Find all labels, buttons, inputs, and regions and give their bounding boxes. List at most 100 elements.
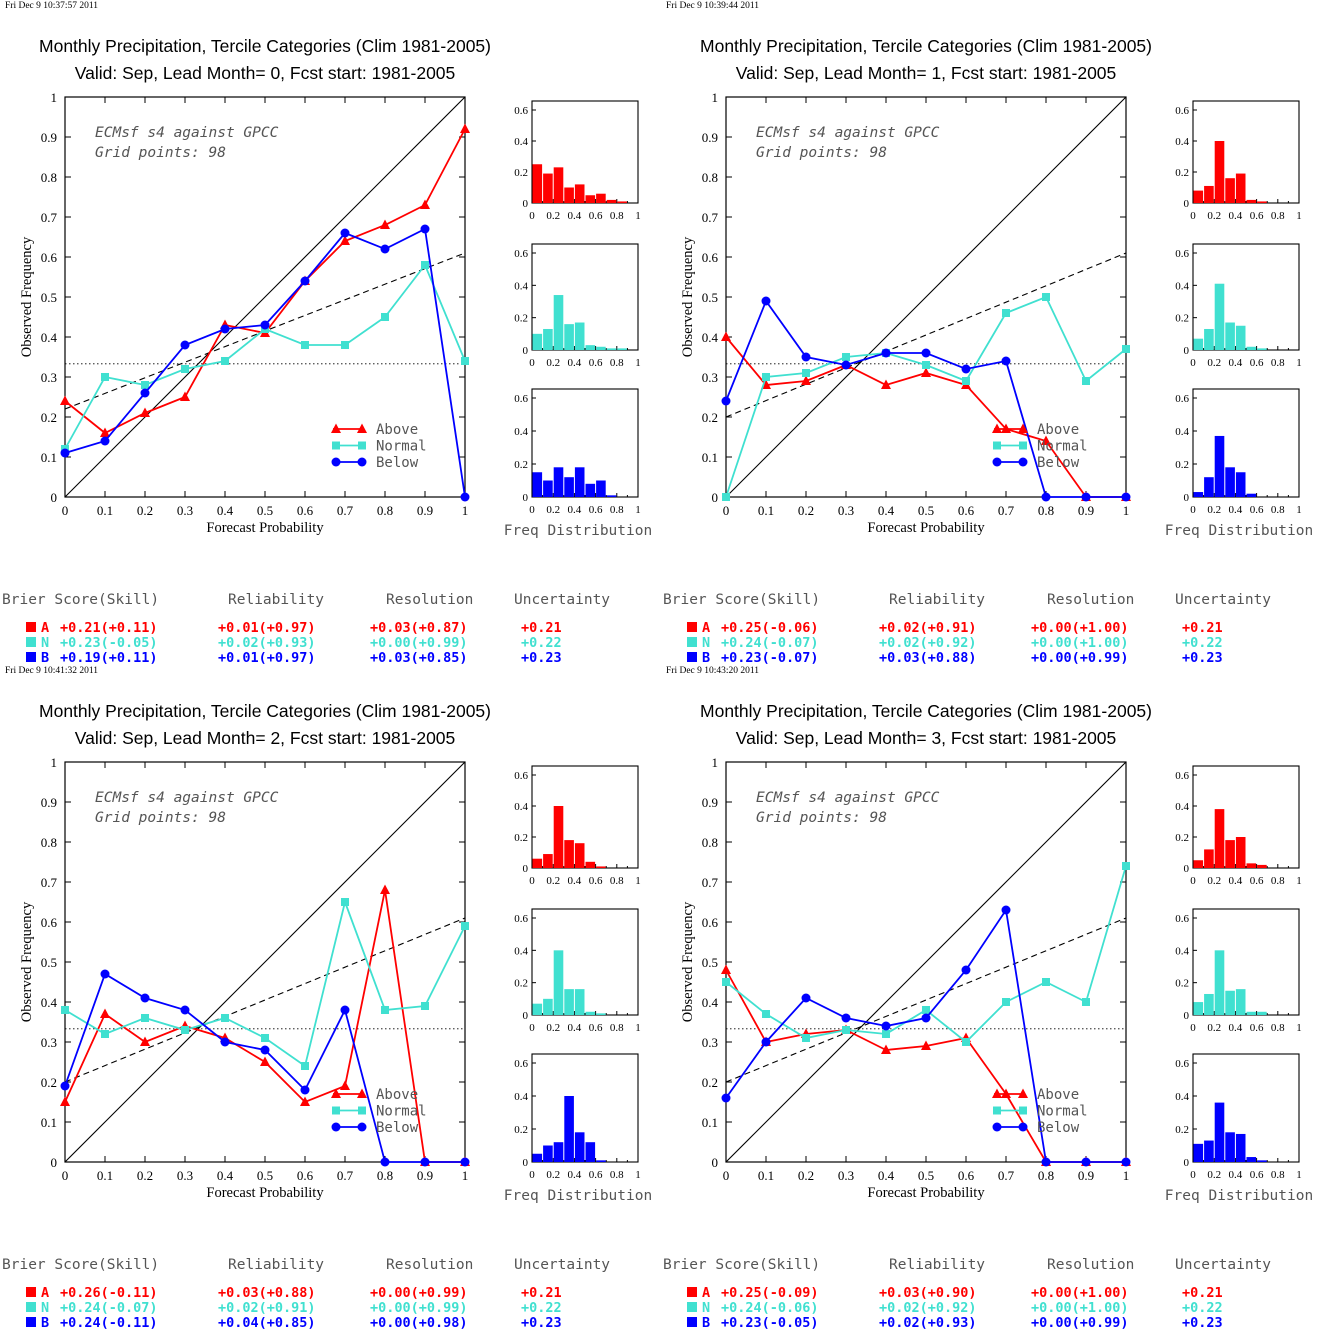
hist-y-tick-label: 0.4 bbox=[1175, 801, 1189, 813]
hist-y-tick-label: 0.6 bbox=[1175, 913, 1189, 925]
data-point bbox=[761, 1037, 771, 1047]
hist-x-tick-label: 0.8 bbox=[1271, 1169, 1285, 1181]
series-above bbox=[60, 123, 470, 437]
y-tick-label: 0.3 bbox=[702, 1035, 718, 1050]
hist-x-tick-label: 0.2 bbox=[546, 210, 560, 222]
hist-bar bbox=[1214, 809, 1225, 868]
hist-x-tick-label: 0.6 bbox=[589, 357, 603, 369]
score-uncertainty: +0.21 bbox=[521, 1285, 562, 1301]
hist-y-tick-label: 0 bbox=[523, 1010, 529, 1022]
legend-marker bbox=[331, 1122, 341, 1132]
data-point bbox=[721, 1093, 731, 1103]
data-point bbox=[722, 493, 730, 501]
reliability-plot: 00 0.1 0.1 0.2 0.2 0.3 0.3 0.4 0.4 0.5 0.5 0.6 0.6 0.… bbox=[680, 90, 1131, 536]
x-tick-label: 0.5 bbox=[257, 1168, 273, 1183]
hist-y-tick-label: 0.6 bbox=[1175, 1058, 1189, 1070]
score-header-2: Resolution bbox=[1047, 592, 1134, 608]
data-point bbox=[1082, 377, 1090, 385]
hist-bar bbox=[1257, 864, 1267, 868]
hist-x-tick-label: 0.8 bbox=[610, 504, 624, 516]
score-uncertainty: +0.21 bbox=[521, 620, 562, 636]
score-reliability: +0.03(+0.88) bbox=[879, 650, 977, 666]
hist-bar bbox=[574, 843, 585, 868]
data-point bbox=[1042, 978, 1050, 986]
x-tick-label: 0.4 bbox=[217, 503, 234, 518]
hist-y-tick-label: 0 bbox=[1184, 345, 1190, 357]
score-swatch bbox=[26, 1302, 36, 1312]
score-letter: N bbox=[41, 635, 49, 651]
data-point bbox=[881, 1021, 891, 1031]
legend-marker bbox=[992, 1088, 1002, 1098]
data-point bbox=[380, 884, 390, 894]
score-reliability: +0.04(+0.85) bbox=[218, 1315, 316, 1329]
hist-x-tick-label: 0 bbox=[1190, 875, 1196, 887]
score-resolution: +0.00(+0.99) bbox=[1031, 650, 1129, 666]
data-point bbox=[220, 1037, 230, 1047]
x-tick-label: 0.8 bbox=[1038, 1168, 1054, 1183]
chart-title: Monthly Precipitation, Tercile Categorie… bbox=[39, 701, 491, 721]
y-tick-label: 0.3 bbox=[702, 370, 718, 385]
data-point bbox=[101, 1030, 109, 1038]
y-tick-label: 0.4 bbox=[702, 330, 719, 345]
hist-x-tick-label: 0 bbox=[1190, 357, 1196, 369]
score-resolution: +0.00(+1.00) bbox=[1031, 635, 1129, 651]
chart-subtitle: Valid: Sep, Lead Month= 0, Fcst start: 1… bbox=[75, 63, 456, 83]
hist-y-tick-label: 0.4 bbox=[1175, 426, 1189, 438]
score-brier: +0.26(-0.11) bbox=[60, 1285, 158, 1301]
hist-y-tick-label: 0.2 bbox=[1175, 832, 1189, 844]
data-point bbox=[801, 352, 811, 362]
legend-marker bbox=[1018, 423, 1028, 433]
y-tick-label: 1 bbox=[51, 90, 58, 105]
hist-bar bbox=[1235, 1133, 1246, 1162]
perfect-reliability-line bbox=[64, 96, 466, 498]
freq-histogram-normal: 0 0.2 0.4 0.6 0 0.2 0.4 0.6 0.8 1 bbox=[1175, 243, 1302, 369]
data-point bbox=[420, 1157, 430, 1167]
score-header-1: Reliability bbox=[228, 592, 324, 608]
hist-bar bbox=[617, 348, 627, 350]
hist-bar bbox=[1214, 141, 1225, 203]
legend-marker bbox=[332, 441, 340, 450]
hist-x-tick-label: 0.2 bbox=[546, 1169, 560, 1181]
data-point bbox=[460, 1157, 470, 1167]
hist-y-tick-label: 0.6 bbox=[1175, 393, 1189, 405]
hist-x-tick-label: 0.6 bbox=[589, 1022, 603, 1034]
score-header-1: Reliability bbox=[228, 1257, 324, 1273]
hist-x-tick-label: 0.6 bbox=[1250, 504, 1264, 516]
hist-x-tick-label: 1 bbox=[1296, 875, 1302, 887]
hist-x-tick-label: 0 bbox=[529, 504, 535, 516]
score-header-0: Brier Score(Skill) bbox=[663, 1257, 820, 1273]
y-tick-label: 0.7 bbox=[702, 875, 719, 890]
data-point bbox=[1041, 435, 1051, 445]
hist-bar bbox=[1225, 990, 1235, 1015]
score-header-0: Brier Score(Skill) bbox=[2, 1257, 159, 1273]
data-point bbox=[420, 199, 430, 209]
hist-x-tick-label: 1 bbox=[635, 1169, 641, 1181]
score-brier: +0.24(-0.07) bbox=[721, 635, 819, 651]
hist-bar bbox=[564, 324, 574, 350]
score-letter: A bbox=[41, 1285, 49, 1301]
data-point bbox=[922, 1006, 930, 1014]
y-tick-label: 0.1 bbox=[702, 1115, 718, 1130]
x-axis-label: Forecast Probability bbox=[867, 520, 985, 536]
data-point bbox=[1001, 356, 1011, 366]
annotation-gridpoints: Grid points: 98 bbox=[95, 810, 226, 826]
hist-y-tick-label: 0.6 bbox=[514, 1058, 528, 1070]
hist-x-tick-label: 0.4 bbox=[568, 504, 582, 516]
hist-y-tick-label: 0.4 bbox=[514, 280, 528, 292]
score-brier: +0.24(-0.06) bbox=[721, 1300, 819, 1316]
hist-bar bbox=[532, 472, 543, 497]
x-tick-label: 0.2 bbox=[137, 1168, 153, 1183]
hist-x-tick-label: 0 bbox=[1190, 504, 1196, 516]
hist-y-tick-label: 0.6 bbox=[514, 913, 528, 925]
score-brier: +0.24(-0.07) bbox=[60, 1300, 158, 1316]
data-point bbox=[881, 1044, 891, 1054]
score-uncertainty: +0.22 bbox=[521, 1300, 562, 1316]
hist-y-tick-label: 0 bbox=[523, 1157, 529, 1169]
hist-bar bbox=[543, 328, 553, 350]
data-point bbox=[962, 1038, 970, 1046]
y-tick-label: 0.7 bbox=[41, 875, 58, 890]
hist-y-tick-label: 0.2 bbox=[1175, 978, 1189, 990]
hist-x-tick-label: 0.6 bbox=[589, 875, 603, 887]
hist-x-tick-label: 0.2 bbox=[1207, 1022, 1221, 1034]
